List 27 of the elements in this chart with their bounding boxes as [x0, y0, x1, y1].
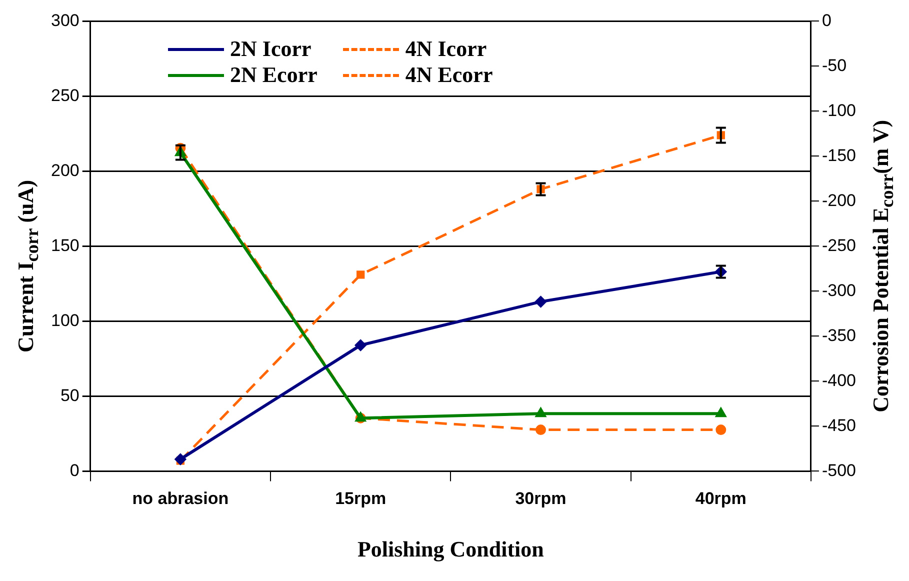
y-tick-label: 300	[50, 10, 80, 30]
y2-tick-label: -250	[822, 236, 856, 255]
y2-tick-label: -50	[822, 56, 847, 75]
x-tick-label: 15rpm	[335, 489, 386, 508]
legend-label: 4N Ecorr	[405, 62, 493, 88]
y2-tick-label: -450	[822, 416, 856, 435]
legend-label: 4N Icorr	[405, 36, 487, 62]
y2-tick-label: 0	[822, 10, 832, 30]
y-tick-label: 200	[50, 160, 80, 180]
x-axis-title: Polishing Condition	[357, 536, 544, 562]
y2-tick-label: -100	[822, 100, 856, 120]
y-tick-label: 50	[60, 386, 80, 405]
legend-label: 2N Icorr	[230, 36, 312, 62]
y-tick-label: 150	[50, 236, 80, 255]
y2-tick-label: -500	[822, 460, 856, 480]
x-tick-label: 30rpm	[515, 489, 566, 508]
y2-tick-label: -200	[822, 190, 856, 210]
x-tick-label: no abrasion	[132, 489, 229, 508]
y-tick-label: 100	[50, 310, 80, 330]
y-tick-label: 250	[50, 86, 80, 105]
y2-tick-label: -300	[822, 280, 856, 300]
y-tick-label: 0	[70, 460, 80, 480]
x-tick-label: 40rpm	[695, 489, 746, 508]
y2-tick-label: -150	[822, 146, 856, 165]
y2-tick-label: -400	[822, 370, 856, 390]
y2-tick-label: -350	[822, 326, 856, 345]
legend-label: 2N Ecorr	[230, 62, 318, 88]
